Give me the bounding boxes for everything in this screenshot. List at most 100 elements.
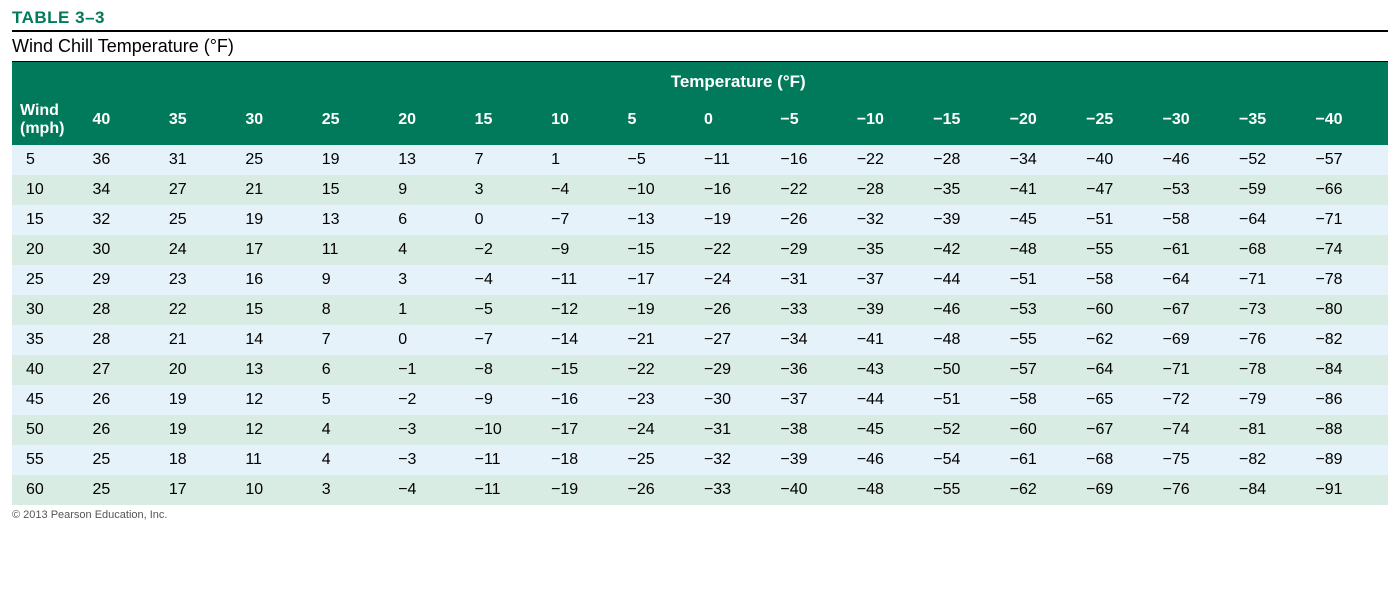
chill-value-cell: 22 (776, 175, 852, 205)
chill-value-cell: 5 (471, 295, 547, 325)
chill-value-cell: 33 (700, 475, 776, 505)
table-row: 302822158151219263339465360677380 (12, 295, 1388, 325)
chill-value-cell: 41 (1006, 175, 1082, 205)
chill-value-cell: 2 (471, 235, 547, 265)
chill-value-cell: 50 (929, 355, 1005, 385)
chill-value-cell: 4 (318, 415, 394, 445)
chill-value-cell: 58 (1006, 385, 1082, 415)
chill-value-cell: 34 (88, 175, 164, 205)
chill-value-cell: 3 (394, 445, 470, 475)
wind-header: Wind(mph) (12, 96, 88, 145)
chill-value-cell: 71 (1235, 265, 1311, 295)
temp-column-header: 25 (318, 96, 394, 145)
chill-value-cell: 34 (776, 325, 852, 355)
chill-value-cell: 43 (853, 355, 929, 385)
wind-speed-cell: 50 (12, 415, 88, 445)
chill-value-cell: 19 (547, 475, 623, 505)
chill-value-cell: 82 (1311, 325, 1388, 355)
chill-value-cell: 31 (700, 415, 776, 445)
wind-chill-table: Temperature (°F) Wind(mph)40353025201510… (12, 62, 1388, 505)
chill-value-cell: 9 (318, 265, 394, 295)
chill-value-cell: 11 (318, 235, 394, 265)
temp-column-header: 10 (853, 96, 929, 145)
chill-value-cell: 7 (318, 325, 394, 355)
chill-value-cell: 29 (88, 265, 164, 295)
chill-value-cell: 78 (1311, 265, 1388, 295)
chill-value-cell: 53 (1006, 295, 1082, 325)
chill-value-cell: 5 (624, 145, 700, 175)
chill-value-cell: 26 (88, 385, 164, 415)
copyright-notice: © 2013 Pearson Education, Inc. (12, 505, 1388, 521)
chill-value-cell: 22 (624, 355, 700, 385)
chill-value-cell: 55 (1006, 325, 1082, 355)
chill-value-cell: 0 (394, 325, 470, 355)
chill-value-cell: 8 (471, 355, 547, 385)
chill-value-cell: 7 (471, 145, 547, 175)
chill-value-cell: 10 (241, 475, 317, 505)
chill-value-cell: 12 (547, 295, 623, 325)
chill-value-cell: 51 (929, 385, 1005, 415)
chill-value-cell: 39 (776, 445, 852, 475)
chill-value-cell: 28 (88, 325, 164, 355)
chill-value-cell: 9 (547, 235, 623, 265)
chill-value-cell: 84 (1311, 355, 1388, 385)
chill-value-cell: 66 (1311, 175, 1388, 205)
chill-value-cell: 11 (547, 265, 623, 295)
chill-value-cell: 27 (700, 325, 776, 355)
wind-speed-cell: 20 (12, 235, 88, 265)
chill-value-cell: 34 (1006, 145, 1082, 175)
wind-speed-cell: 40 (12, 355, 88, 385)
chill-value-cell: 59 (1235, 175, 1311, 205)
chill-value-cell: 22 (165, 295, 241, 325)
chill-value-cell: 27 (88, 355, 164, 385)
temp-column-header: 15 (929, 96, 1005, 145)
chill-value-cell: 55 (929, 475, 1005, 505)
chill-value-cell: 11 (700, 145, 776, 175)
chill-value-cell: 47 (1082, 175, 1158, 205)
chill-value-cell: 25 (241, 145, 317, 175)
chill-value-cell: 21 (165, 325, 241, 355)
table-row: 103427211593410162228354147535966 (12, 175, 1388, 205)
wind-speed-cell: 45 (12, 385, 88, 415)
chill-value-cell: 53 (1159, 175, 1235, 205)
table-row: 203024171142915222935424855616874 (12, 235, 1388, 265)
chill-value-cell: 1 (394, 355, 470, 385)
table-row: 252923169341117243137445158647178 (12, 265, 1388, 295)
chill-value-cell: 48 (1006, 235, 1082, 265)
chill-value-cell: 4 (471, 265, 547, 295)
chill-value-cell: 9 (394, 175, 470, 205)
table-row: 5525181143111825323946546168758289 (12, 445, 1388, 475)
chill-value-cell: 86 (1311, 385, 1388, 415)
chill-value-cell: 40 (776, 475, 852, 505)
chill-value-cell: 25 (88, 445, 164, 475)
chill-value-cell: 42 (929, 235, 1005, 265)
chill-value-cell: 57 (1311, 145, 1388, 175)
wind-speed-cell: 5 (12, 145, 88, 175)
chill-value-cell: 68 (1235, 235, 1311, 265)
temp-column-header: 40 (88, 96, 164, 145)
chill-value-cell: 81 (1235, 415, 1311, 445)
chill-value-cell: 12 (241, 385, 317, 415)
chill-value-cell: 33 (776, 295, 852, 325)
chill-value-cell: 79 (1235, 385, 1311, 415)
temp-column-header: 30 (1159, 96, 1235, 145)
temp-column-header: 20 (1006, 96, 1082, 145)
chill-value-cell: 24 (165, 235, 241, 265)
chill-value-cell: 91 (1311, 475, 1388, 505)
chill-value-cell: 25 (88, 475, 164, 505)
temp-column-header: 40 (1311, 96, 1388, 145)
chill-value-cell: 51 (1082, 205, 1158, 235)
chill-value-cell: 0 (471, 205, 547, 235)
chill-value-cell: 67 (1082, 415, 1158, 445)
chill-value-cell: 22 (700, 235, 776, 265)
chill-value-cell: 57 (1006, 355, 1082, 385)
chill-value-cell: 13 (241, 355, 317, 385)
chill-value-cell: 28 (88, 295, 164, 325)
chill-value-cell: 78 (1235, 355, 1311, 385)
temp-column-header: 5 (776, 96, 852, 145)
chill-value-cell: 68 (1082, 445, 1158, 475)
chill-value-cell: 16 (547, 385, 623, 415)
chill-value-cell: 82 (1235, 445, 1311, 475)
chill-value-cell: 26 (624, 475, 700, 505)
chill-value-cell: 4 (394, 235, 470, 265)
